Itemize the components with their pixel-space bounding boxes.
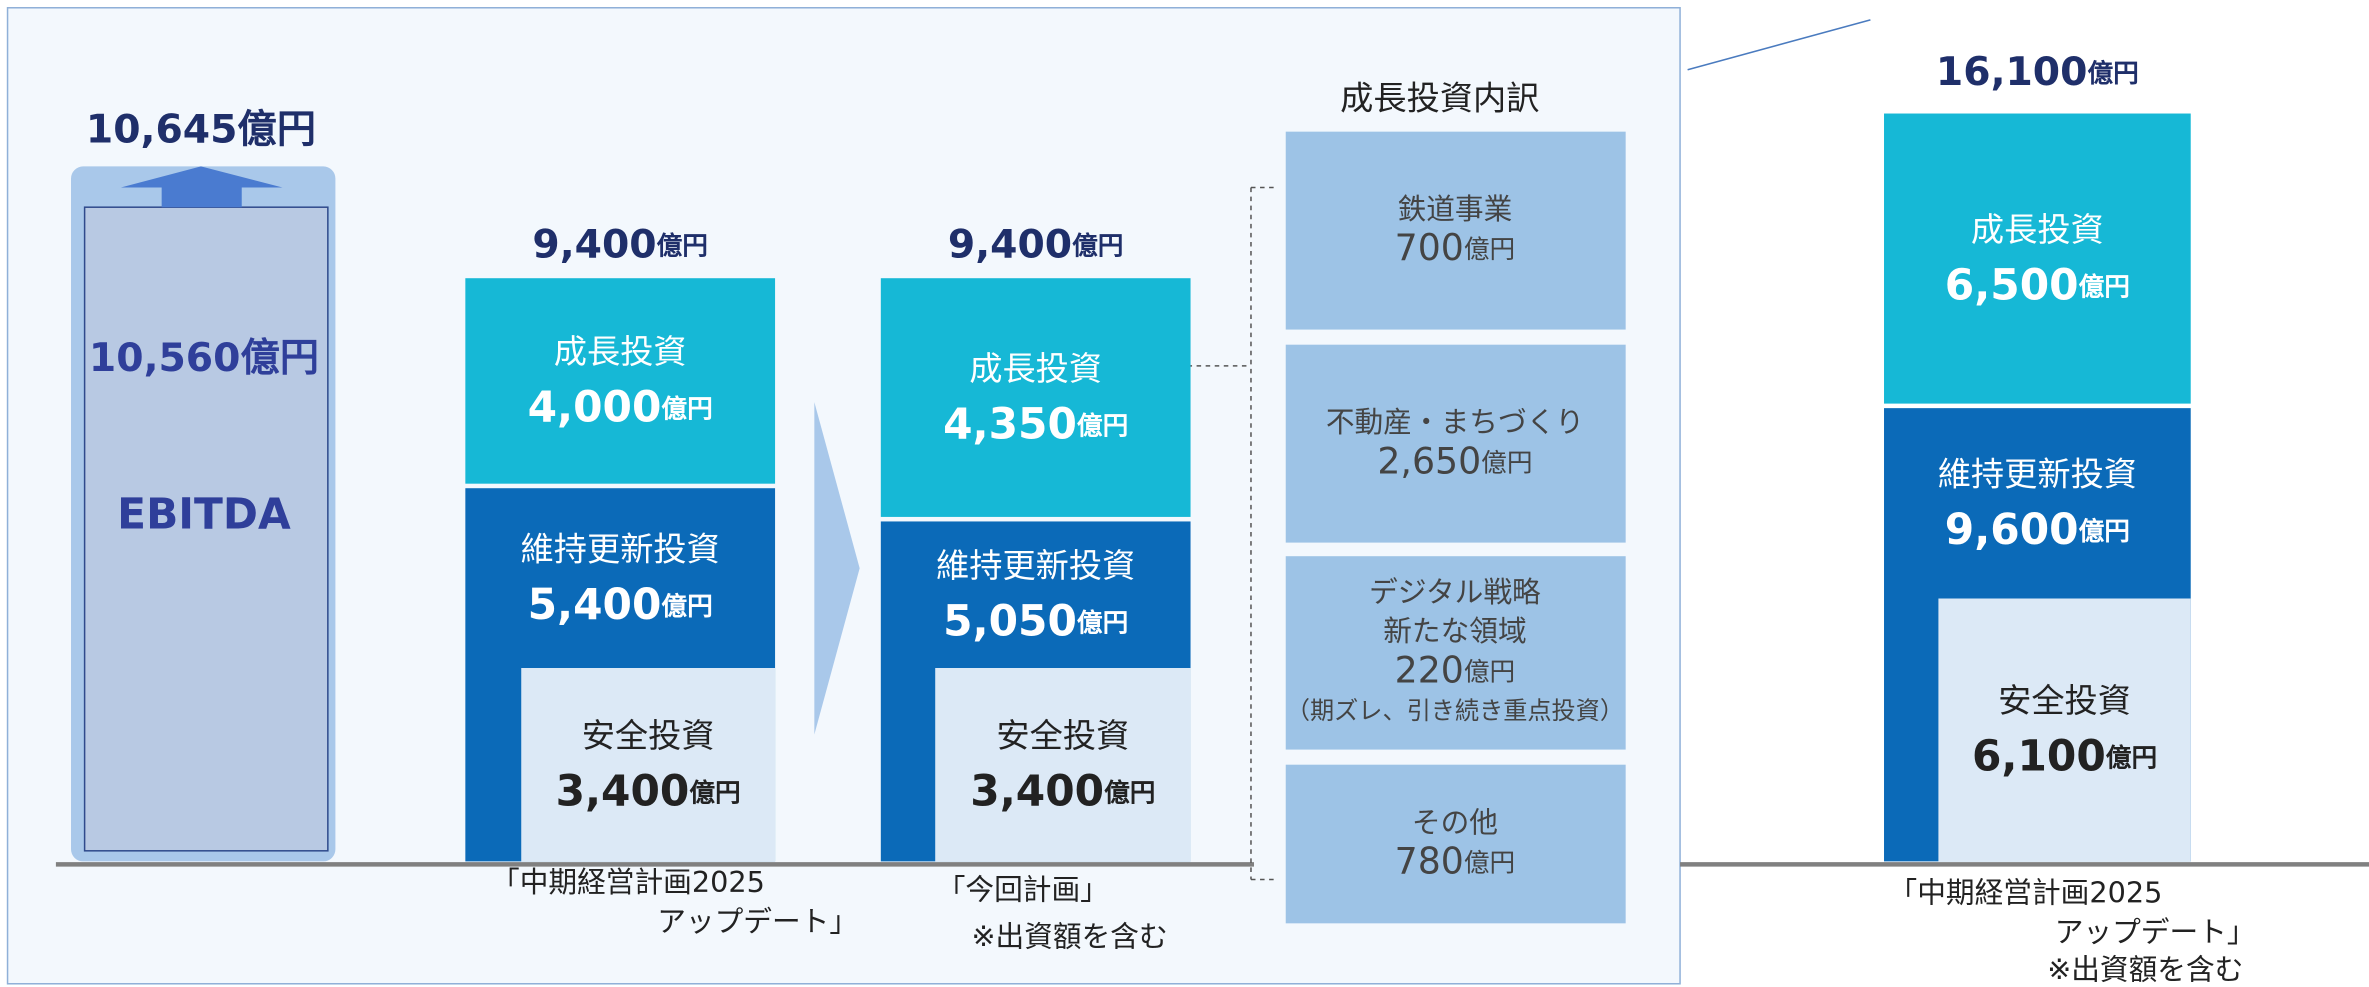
arrow [814,402,860,735]
amount: 700 [1395,226,1464,269]
unit: 億円 [237,107,316,152]
caption: 「中期経営計画2025 [491,865,765,899]
unit: 億円 [1464,657,1515,687]
amount-text: 16,100億円 [1936,50,2139,95]
segment-label: 安全投資 [582,716,715,755]
breakdown-note: （期ズレ、引き続き重点投資） [1286,697,1624,725]
caption: 「今回計画」 [937,873,1109,907]
breakdown-label: その他 [1412,805,1498,839]
unit: 億円 [661,394,712,424]
amount-text: 700億円 [1395,226,1516,269]
amount-text: 5,050億円 [943,596,1128,645]
safety-segment [521,668,776,862]
amount: 3,400 [556,766,690,815]
breakdown-title: 成長投資内訳 [1340,78,1539,117]
unit: 億円 [2079,272,2130,302]
unit: 億円 [1104,778,1155,808]
safety-segment [1938,598,2191,862]
unit: 億円 [1464,848,1515,878]
safety-segment [935,668,1191,862]
amount-text: 780億円 [1395,840,1516,883]
breakdown-label: デジタル戦略 [1369,575,1541,609]
amount: 220 [1395,649,1464,692]
amount: 2,650 [1377,439,1481,482]
breakdown-label: 新たな領域 [1383,614,1526,648]
amount-text: 4,000億円 [528,382,713,431]
unit: 億円 [1072,231,1123,261]
unit: 億円 [1077,608,1128,638]
ebitda-top: 10,645億円 [86,107,316,152]
amount-text: 3,400億円 [556,766,741,815]
amount-text: 5,400億円 [528,579,713,628]
unit: 億円 [689,778,740,808]
unit: 億円 [2079,517,2130,547]
connector [1687,19,1871,71]
amount: 9,400 [532,222,656,267]
amount: 5,400 [528,579,662,628]
segment-label: 成長投資 [969,349,1102,388]
amount-text: 6,100億円 [1972,731,2157,780]
breakdown-box [1285,131,1626,330]
breakdown-box [1285,344,1626,543]
amount: 780 [1395,840,1464,883]
unit: 億円 [661,591,712,621]
unit: 億円 [2106,743,2157,773]
amount: 5,050 [943,596,1077,645]
amount-text: 6,500億円 [1945,260,2130,309]
note: ※出資額を含む [2047,953,2243,987]
segment-label: 成長投資 [1971,210,2104,249]
amount-text: 4,350億円 [943,399,1128,448]
ebitda-label: EBITDA [117,489,291,538]
breakdown-label: 不動産・まちづくり [1326,405,1584,439]
segment-label: 維持更新投資 [936,546,1135,585]
segment-label: 安全投資 [996,716,1129,755]
caption: 「中期経営計画2025 [1889,876,2163,910]
segment-label: 維持更新投資 [521,529,720,568]
unit: 億円 [1481,448,1532,478]
amount-text: 2,650億円 [1377,439,1532,482]
amount: 9,600 [1945,505,2079,554]
amount: 6,500 [1945,260,2079,309]
segment-label: 維持更新投資 [1938,455,2137,494]
amount-text: 9,400億円 [948,222,1124,267]
unit: 億円 [657,231,708,261]
ebitda-box [83,206,329,852]
amount: 4,350 [943,399,1077,448]
unit: 億円 [1464,235,1515,265]
caption: アップデート」 [657,904,858,938]
note: ※出資額を含む [971,919,1167,953]
segment-label: 安全投資 [1998,681,2131,720]
amount: 9,400 [948,222,1072,267]
segment-label: 成長投資 [554,332,687,371]
amount-text: 9,400億円 [532,222,708,267]
unit: 億円 [1077,411,1128,441]
amount: 10,560 [89,335,241,380]
amount: 4,000 [528,382,662,431]
unit: 億円 [240,335,319,380]
arrow [120,166,283,208]
amount: 16,100 [1936,50,2088,95]
amount: 10,645 [86,107,238,152]
amount-text: 9,600億円 [1945,505,2130,554]
amount: 6,100 [1972,731,2106,780]
unit: 億円 [2087,59,2138,89]
ebitda-amount: 10,560億円 [89,335,319,380]
growth-segment [1884,113,2191,404]
amount: 3,400 [970,766,1104,815]
growth-segment [880,278,1191,517]
caption: アップデート」 [2055,915,2256,949]
growth-segment [465,278,776,484]
breakdown-box [1285,556,1626,750]
amount-text: 3,400億円 [970,766,1155,815]
breakdown-box [1285,764,1626,924]
amount-text: 220億円 [1395,649,1516,692]
breakdown-label: 鉄道事業 [1398,192,1513,226]
